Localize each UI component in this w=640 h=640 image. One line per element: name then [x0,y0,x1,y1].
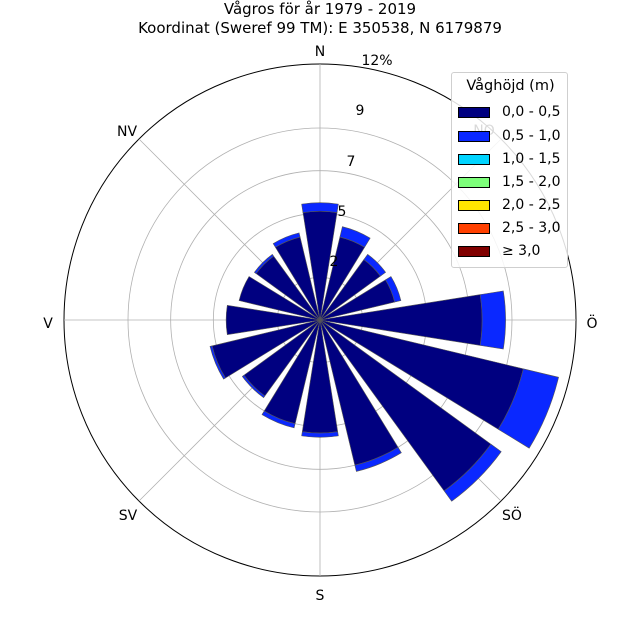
legend: Våghöjd (m) 0,0 - 0,5 0,5 - 1,0 1,0 - 1,… [451,72,568,268]
polar-labels: NNOÖSÖSSVVNV257912% [43,44,597,604]
ring-label: 9 [356,103,365,119]
legend-item: 0,5 - 1,0 [458,126,566,146]
direction-label: NV [117,124,137,140]
ring-label: 5 [338,204,347,220]
chart-subtitle: Koordinat (Sweref 99 TM): E 350538, N 61… [138,19,502,37]
rose-bar-segment [497,368,559,449]
chart-title: Vågros för år 1979 - 2019 [223,0,417,18]
legend-label: 2,0 - 2,5 [502,197,561,213]
direction-label: SV [119,508,138,524]
legend-swatch [458,223,490,234]
rose-bar-segment [209,345,226,380]
legend-item: 0,0 - 0,5 [458,102,566,122]
ring-label: 12% [361,53,392,69]
legend-label: 1,0 - 1,5 [502,151,561,167]
rose-bar-segment [238,276,321,321]
rose-bar-segment [253,253,275,275]
legend-item: 1,5 - 2,0 [458,172,566,192]
rose-bar-segment [363,253,387,277]
direction-label: SÖ [502,506,522,524]
legend-label: 2,5 - 3,0 [502,220,561,236]
legend-item: 2,0 - 2,5 [458,195,566,215]
rose-bar-segment [272,232,301,248]
rose-bars [209,202,559,502]
rose-bar-segment [261,410,296,429]
rose-bar-segment [241,374,266,399]
legend-swatch [458,131,490,142]
legend-swatch [458,154,490,165]
legend-label: ≥ 3,0 [502,243,541,259]
legend-item: 1,0 - 1,5 [458,149,566,169]
direction-label: S [316,588,325,604]
legend-label: 1,5 - 2,0 [502,174,561,190]
direction-label: N [315,44,325,60]
rose-bar-segment [301,202,339,213]
rose-bar-segment [225,304,321,336]
legend-label: 0,5 - 1,0 [502,128,561,144]
rose-bar-segment [443,443,502,502]
direction-label: V [43,316,53,332]
rose-bar-segment [354,446,402,472]
rose-bar-segment [385,276,402,303]
legend-label: 0,0 - 0,5 [502,104,561,120]
ring-label: 7 [347,154,356,170]
legend-swatch [458,107,490,118]
legend-item: ≥ 3,0 [458,241,566,261]
legend-title: Våghöjd (m) [466,78,555,94]
rose-bar-segment [479,290,506,350]
rose-bar-segment [339,226,371,248]
legend-swatch [458,177,490,188]
legend-item: 2,5 - 3,0 [458,218,566,238]
legend-swatch [458,200,490,211]
legend-swatch [458,246,490,257]
rose-bar-segment [301,431,339,438]
direction-label: Ö [586,314,597,332]
ring-label: 2 [330,254,339,270]
